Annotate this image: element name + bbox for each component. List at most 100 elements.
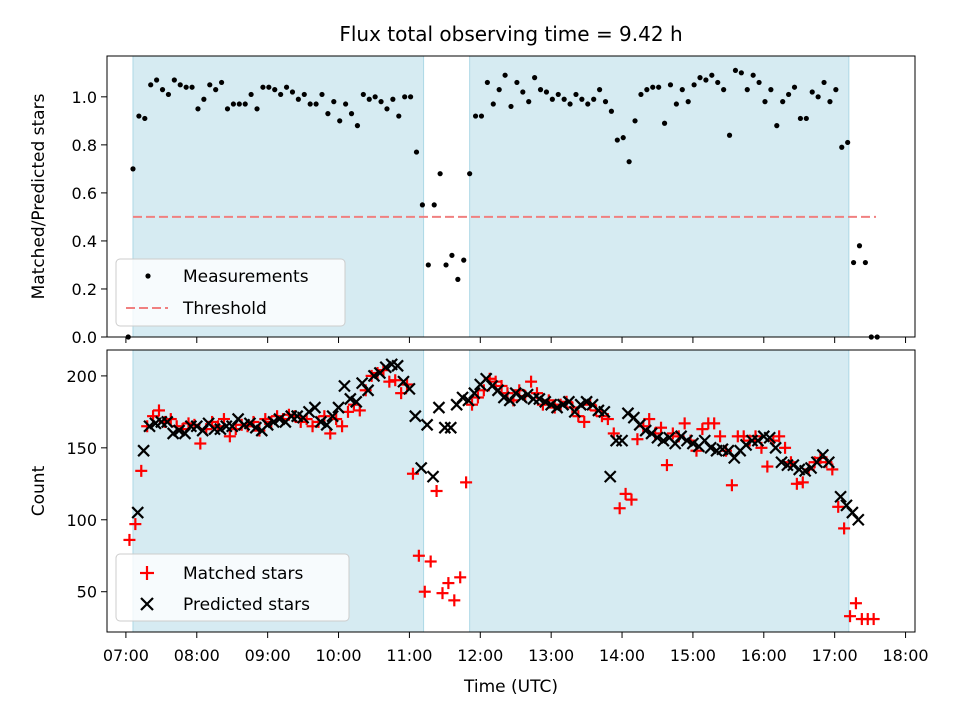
measurement-point (827, 99, 833, 105)
predicted-stars-point (751, 434, 765, 447)
measurement-point (532, 75, 538, 81)
predicted-stars-point (621, 407, 635, 420)
measurement-point (786, 91, 792, 98)
matched-stars-point (619, 487, 632, 500)
matched-stars-point (595, 410, 608, 423)
legend: Matched stars Predicted stars (115, 553, 350, 622)
measurement-point (614, 137, 620, 143)
matched-stars-point (796, 476, 809, 489)
measurement-point (732, 67, 739, 74)
measurement-point (780, 99, 786, 105)
measurement-point (207, 82, 213, 88)
x-tick-label: 07:00 (103, 646, 149, 665)
measurement-point (478, 113, 485, 119)
measurement-point (283, 84, 290, 90)
predicted-stars-point (137, 444, 150, 457)
measurement-point (797, 115, 804, 122)
measurement-point (278, 91, 284, 98)
measurement-point (325, 111, 331, 117)
matched-stars-point (773, 430, 786, 443)
x-tick-label: 08:00 (174, 646, 220, 665)
measurement-point (213, 87, 219, 93)
ratio-panel: 0.0 0.2 0.4 0.6 0.8 1.0 Matched/Predicted sta… (29, 55, 916, 347)
predicted-stars-point (787, 458, 800, 472)
matched-stars-point (838, 522, 851, 535)
matched-stars-point (223, 430, 236, 443)
measurement-point (490, 101, 496, 107)
predicted-stars-point (834, 490, 847, 504)
measurement-point (691, 82, 697, 88)
matched-stars-point (430, 485, 443, 497)
measurement-point (419, 202, 426, 208)
measurement-point (148, 82, 154, 88)
matched-stars-point (318, 410, 331, 423)
x-tick-label: 14:00 (599, 646, 645, 665)
x-tick-label: 16:00 (741, 646, 787, 665)
legend-label: Threshold (182, 299, 267, 319)
measurement-point (354, 123, 361, 129)
predicted-stars-point (243, 417, 257, 430)
measurement-point (703, 77, 709, 83)
x-tick-label: 12:00 (457, 646, 503, 665)
measurement-point (585, 101, 591, 107)
measurement-point (555, 91, 561, 98)
matched-stars-point (790, 477, 803, 490)
measurement-point (343, 101, 349, 107)
measurement-point (254, 106, 260, 112)
y-tick-label: 0.2 (72, 280, 97, 299)
matched-stars-point (129, 518, 142, 531)
matched-stars-point (235, 418, 248, 431)
matched-stars-point (412, 549, 425, 562)
measurement-point (839, 144, 845, 150)
x-tick-label: 11:00 (386, 646, 432, 665)
measurement-point (366, 96, 372, 102)
measurement-point (833, 87, 839, 93)
predicted-stars-point (361, 384, 375, 397)
measurement-point (656, 84, 662, 90)
measurement-point (549, 96, 555, 102)
measurement-point (183, 84, 189, 90)
legend-label: Measurements (183, 267, 309, 287)
matched-stars-point (418, 585, 431, 598)
legend-label: Matched stars (183, 564, 303, 584)
measurement-point (679, 87, 685, 93)
measurement-point (171, 77, 177, 83)
matched-stars-point (660, 459, 673, 472)
measurement-point (307, 101, 313, 107)
plot-frame (106, 349, 916, 633)
predicted-stars-point (645, 427, 658, 440)
measurement-point (484, 79, 490, 86)
measurement-point (632, 118, 638, 124)
measurement-point (260, 84, 266, 90)
measurement-point (142, 115, 148, 122)
matched-stars-point (708, 417, 721, 430)
count-panel: 50 100 150 200 07:00 08:00 09:00 10:00 11:00 12:… (29, 349, 929, 697)
predicted-stars-point (308, 401, 322, 414)
measurement-point (236, 101, 242, 107)
matched-stars-point (336, 420, 349, 433)
predicted-stars-point (438, 421, 452, 434)
measurement-point (537, 87, 544, 93)
count-points (123, 358, 880, 626)
measurement-point (821, 79, 827, 86)
matched-stars-point (578, 415, 591, 428)
measurement-point (461, 257, 467, 263)
plot-frame (106, 55, 916, 338)
y-axis-label: Matched/Predicted stars (29, 93, 49, 299)
x-tick-label: 09:00 (245, 646, 291, 665)
measurement-point (502, 72, 508, 78)
measurement-point (661, 120, 668, 126)
x-tick-label: 13:00 (528, 646, 574, 665)
matched-stars-point (389, 374, 402, 387)
matched-stars-point (849, 597, 862, 610)
matched-stars-point (678, 417, 691, 430)
matched-stars-point (625, 493, 638, 506)
measurement-point (230, 101, 236, 107)
measurement-point (372, 94, 378, 100)
y-tick-label: 50 (77, 583, 97, 602)
matched-stars-point (832, 500, 845, 513)
y-tick-label: 100 (66, 511, 97, 530)
measurement-point (289, 89, 296, 95)
measurement-point (413, 149, 420, 155)
predicted-stars-point (674, 430, 688, 443)
